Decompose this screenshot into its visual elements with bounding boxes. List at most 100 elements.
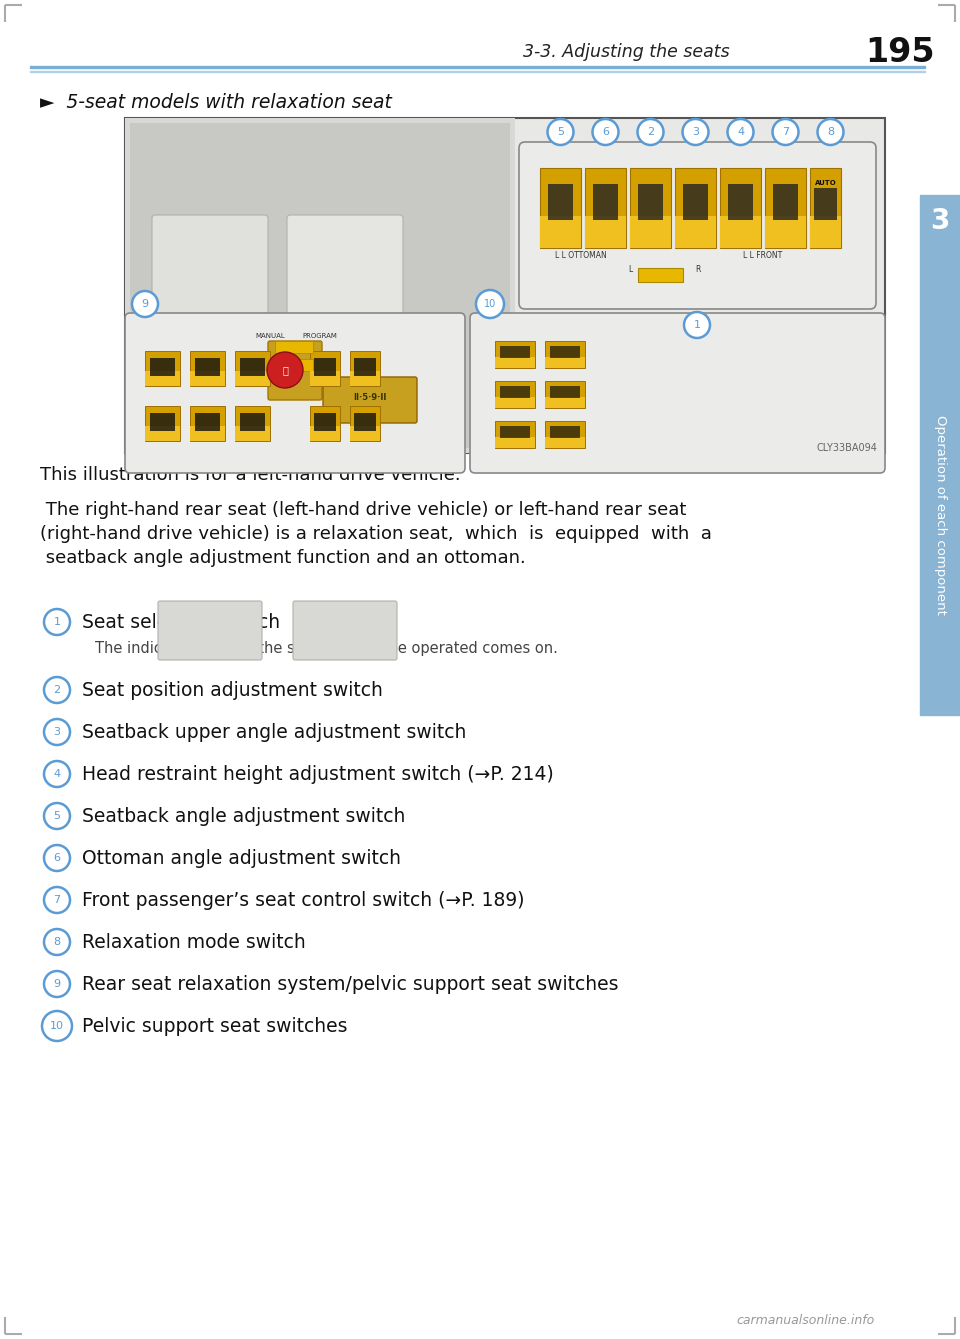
Text: 1: 1	[693, 320, 701, 329]
Circle shape	[44, 761, 70, 787]
Text: R: R	[695, 265, 700, 274]
Bar	[765, 216, 806, 248]
Bar	[235, 351, 270, 386]
Text: 7: 7	[782, 127, 789, 137]
Text: AUTO: AUTO	[815, 179, 836, 186]
Bar	[190, 371, 225, 386]
Text: L: L	[628, 265, 632, 274]
Bar	[190, 406, 225, 441]
Circle shape	[44, 719, 70, 744]
Bar	[810, 167, 841, 248]
Bar	[545, 358, 585, 368]
Bar	[548, 183, 573, 220]
Text: ►  5-seat models with relaxation seat: ► 5-seat models with relaxation seat	[40, 94, 392, 112]
Bar	[30, 71, 925, 72]
Bar	[314, 412, 336, 431]
Text: Seatback upper angle adjustment switch: Seatback upper angle adjustment switch	[82, 723, 467, 742]
Text: 3: 3	[54, 727, 60, 736]
Circle shape	[44, 845, 70, 870]
Bar	[235, 406, 270, 441]
Bar	[638, 183, 662, 220]
Bar	[350, 426, 380, 441]
Bar	[550, 426, 580, 438]
Text: (right-hand drive vehicle) is a relaxation seat,  which  is  equipped  with  a: (right-hand drive vehicle) is a relaxati…	[40, 525, 712, 544]
FancyBboxPatch shape	[125, 313, 465, 473]
Bar	[729, 183, 753, 220]
Text: MANUAL: MANUAL	[255, 333, 285, 339]
Bar	[550, 386, 580, 398]
Bar	[720, 167, 761, 248]
Circle shape	[637, 119, 663, 145]
Bar	[720, 216, 761, 248]
Text: 9: 9	[54, 979, 60, 990]
Text: 10: 10	[484, 299, 496, 309]
Bar	[810, 216, 841, 248]
Text: Front passenger’s seat control switch (→P. 189): Front passenger’s seat control switch (→…	[82, 890, 524, 909]
Circle shape	[132, 291, 158, 317]
Bar	[585, 216, 626, 248]
Bar	[354, 412, 376, 431]
Text: 4: 4	[54, 769, 60, 779]
Text: 5: 5	[557, 127, 564, 137]
Bar	[195, 358, 220, 376]
Bar	[30, 66, 925, 68]
Circle shape	[44, 609, 70, 635]
Circle shape	[773, 119, 799, 145]
Text: Seat position adjustment switch: Seat position adjustment switch	[82, 680, 383, 699]
Bar	[545, 396, 585, 408]
Circle shape	[42, 1011, 72, 1040]
Text: II·5·9·II: II·5·9·II	[353, 394, 387, 403]
Bar	[540, 216, 581, 248]
FancyBboxPatch shape	[470, 313, 885, 473]
Text: 6: 6	[602, 127, 609, 137]
Text: The right-hand rear seat (left-hand drive vehicle) or left-hand rear seat: The right-hand rear seat (left-hand driv…	[40, 501, 686, 520]
Text: 2: 2	[647, 127, 654, 137]
Bar	[310, 406, 340, 441]
Text: 1: 1	[54, 617, 60, 627]
Text: 195: 195	[865, 36, 935, 68]
Text: L L OTTOMAN: L L OTTOMAN	[555, 252, 607, 261]
FancyBboxPatch shape	[287, 216, 403, 441]
Bar	[314, 358, 336, 376]
Text: Seatback angle adjustment switch: Seatback angle adjustment switch	[82, 806, 405, 826]
Circle shape	[44, 929, 70, 955]
Text: Ottoman angle adjustment switch: Ottoman angle adjustment switch	[82, 849, 401, 868]
Bar	[540, 167, 581, 248]
Bar	[814, 187, 837, 220]
Bar	[190, 351, 225, 386]
Bar	[773, 183, 798, 220]
Text: seatback angle adjustment function and an ottoman.: seatback angle adjustment function and a…	[40, 549, 526, 566]
Bar	[145, 426, 180, 441]
Text: carmanualsonline.info: carmanualsonline.info	[736, 1314, 875, 1327]
Bar	[240, 358, 265, 376]
Bar	[125, 118, 885, 453]
Bar	[350, 371, 380, 386]
Bar	[495, 396, 535, 408]
Bar	[675, 167, 716, 248]
Circle shape	[44, 971, 70, 998]
FancyBboxPatch shape	[268, 341, 322, 400]
FancyBboxPatch shape	[158, 601, 262, 660]
Bar	[495, 437, 535, 449]
Text: 4: 4	[737, 127, 744, 137]
Bar	[545, 437, 585, 449]
FancyBboxPatch shape	[323, 378, 417, 423]
Bar	[675, 216, 716, 248]
Bar	[130, 123, 510, 449]
Circle shape	[818, 119, 844, 145]
Text: Seat selection switch: Seat selection switch	[82, 612, 280, 632]
Bar	[495, 358, 535, 368]
Bar	[500, 426, 530, 438]
Bar	[545, 382, 585, 408]
Text: Pelvic support seat switches: Pelvic support seat switches	[82, 1016, 348, 1035]
Text: 7: 7	[54, 894, 60, 905]
Text: Rear seat relaxation system/pelvic support seat switches: Rear seat relaxation system/pelvic suppo…	[82, 975, 618, 994]
Bar	[145, 371, 180, 386]
Text: 6: 6	[54, 853, 60, 864]
Text: 9: 9	[141, 299, 149, 309]
Bar	[310, 371, 340, 386]
FancyBboxPatch shape	[152, 216, 268, 441]
Bar	[350, 351, 380, 386]
Bar	[240, 412, 265, 431]
Text: 3: 3	[692, 127, 699, 137]
